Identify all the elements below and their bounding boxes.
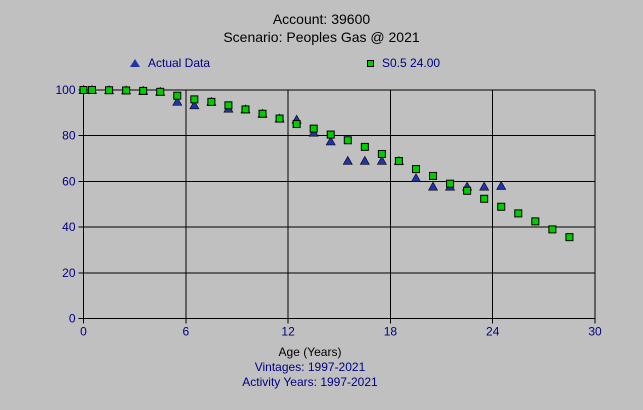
- x-axis-tick-label: 24: [486, 325, 500, 339]
- y-axis-tick-label: 60: [62, 174, 76, 188]
- x-axis-tick-label: 0: [80, 325, 87, 339]
- data-point-curve: [497, 202, 506, 211]
- x-axis-tick-label: 12: [281, 325, 295, 339]
- legend-label-actual: Actual Data: [148, 56, 211, 70]
- data-point-curve: [463, 186, 472, 195]
- data-point-curve: [241, 105, 250, 114]
- data-point-curve: [292, 120, 301, 129]
- data-point-curve: [258, 109, 267, 118]
- data-point-curve: [429, 171, 438, 180]
- data-point-curve: [377, 149, 386, 158]
- data-point-curve: [207, 97, 216, 106]
- data-point-curve: [88, 86, 97, 94]
- data-point-curve: [394, 157, 403, 166]
- data-point-curve: [514, 209, 523, 218]
- y-axis-tick-label: 80: [62, 129, 76, 143]
- data-point-curve: [360, 142, 369, 151]
- data-point-curve: [79, 86, 88, 94]
- data-point-actual: [410, 173, 421, 183]
- x-axis-tick-label: 18: [384, 325, 398, 339]
- data-point-actual: [325, 136, 336, 146]
- triangle-marker-icon: [130, 59, 140, 67]
- data-point-curve: [446, 179, 455, 188]
- data-point-curve: [275, 114, 284, 123]
- data-point-actual: [189, 100, 200, 110]
- data-point-curve: [190, 95, 199, 104]
- chart-title-scenario: Scenario: Peoples Gas @ 2021: [223, 29, 420, 45]
- y-axis-tick-label: 20: [62, 266, 76, 280]
- activity-years-label: Activity Years: 1997-2021: [242, 375, 378, 389]
- data-point-actual: [376, 155, 387, 165]
- chart-title-account: Account: 39600: [272, 11, 371, 27]
- x-axis-label: Age (Years): [278, 345, 342, 359]
- legend-item-actual-data: Actual Data: [130, 56, 210, 70]
- data-point-actual: [428, 181, 439, 191]
- x-axis-tick-label: 6: [182, 325, 189, 339]
- square-marker-icon: [367, 59, 374, 67]
- data-point-curve: [309, 124, 318, 133]
- data-point-curve: [173, 91, 182, 100]
- legend-item-survivor-curve: S0.5 24.00: [367, 56, 440, 70]
- data-point-curve: [156, 87, 165, 96]
- data-point-curve: [105, 86, 114, 95]
- data-point-curve: [326, 130, 335, 139]
- data-point-actual: [479, 181, 490, 191]
- data-point-actual: [172, 96, 183, 106]
- y-axis-tick-label: 0: [69, 312, 76, 326]
- y-axis-tick-label: 40: [62, 220, 76, 234]
- data-point-curve: [224, 101, 233, 110]
- x-axis-tick-label: 30: [588, 325, 602, 339]
- data-point-actual: [359, 155, 370, 165]
- legend-label-curve: S0.5 24.00: [382, 56, 441, 70]
- data-point-actual: [496, 180, 507, 190]
- vintages-label: Vintages: 1997-2021: [254, 360, 366, 374]
- data-point-curve: [122, 86, 131, 95]
- data-point-curve: [565, 233, 574, 242]
- data-point-curve: [411, 165, 420, 174]
- data-point-curve: [480, 194, 489, 203]
- data-point-curve: [531, 217, 540, 226]
- data-point-curve: [548, 225, 557, 234]
- data-point-curve: [139, 86, 148, 95]
- y-axis-tick-label: 100: [55, 83, 75, 97]
- data-point-curve: [343, 136, 352, 145]
- data-point-actual: [342, 155, 353, 165]
